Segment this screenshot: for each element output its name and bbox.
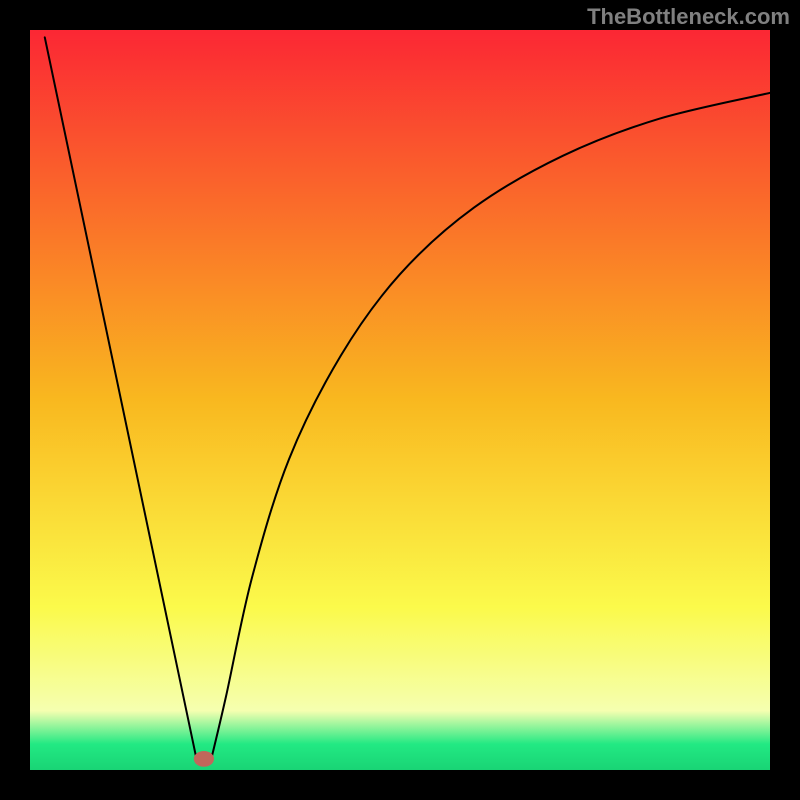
gradient-background [30, 30, 770, 770]
optimal-point-marker [194, 752, 213, 767]
chart-container: TheBottleneck.com [0, 0, 800, 800]
plot-area [30, 30, 770, 770]
watermark-text: TheBottleneck.com [587, 4, 790, 30]
